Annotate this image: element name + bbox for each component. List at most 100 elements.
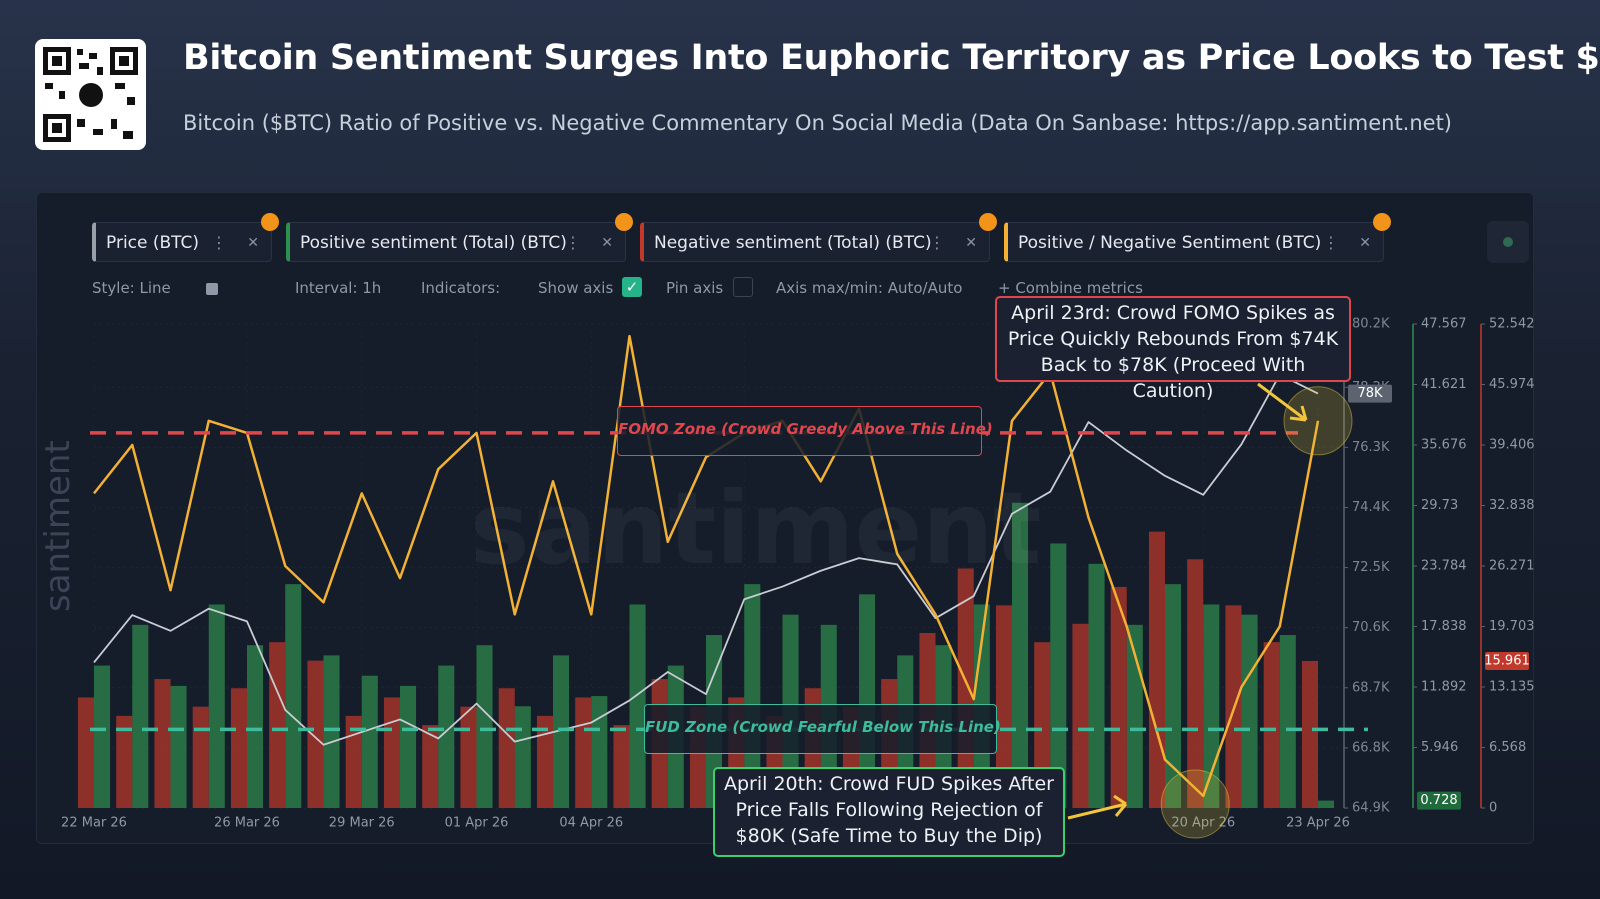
bar: [553, 655, 570, 808]
bar: [422, 725, 439, 808]
metric-tab[interactable]: Negative sentiment (Total) (BTC) ⋮ ✕: [640, 213, 997, 262]
y-tick-label: 39.406: [1489, 438, 1535, 453]
bar: [995, 605, 1012, 808]
bar: [383, 697, 400, 808]
bar: [1301, 660, 1318, 808]
bar: [575, 697, 592, 808]
title: Bitcoin Sentiment Surges Into Euphoric T…: [183, 38, 1600, 78]
bar: [1263, 642, 1280, 808]
bar: [208, 604, 225, 808]
coin-icon: [979, 213, 997, 231]
value-badge: [1485, 651, 1529, 670]
value-badge-label: 0.728: [1420, 793, 1457, 808]
y-tick-label: 35.676: [1421, 437, 1467, 452]
coin-icon: [615, 213, 633, 231]
checkbox[interactable]: ✓: [622, 277, 642, 297]
toolbar-item[interactable]: Show axis: [538, 279, 614, 297]
toolbar-item[interactable]: + Combine metrics: [998, 279, 1143, 297]
toolbar-item[interactable]: Style: Line: [92, 279, 171, 297]
y-tick-label: 5.946: [1421, 740, 1458, 755]
bar: [192, 706, 209, 808]
y-tick-label: 29.73: [1421, 498, 1458, 513]
bar: [1012, 502, 1029, 808]
fomo-zone-label: FOMO Zone (Crowd Greedy Above This Line): [617, 406, 993, 456]
annotation: April 23rd: Crowd FOMO Spikes as Price Q…: [995, 296, 1351, 402]
y-tick-label: 64.9K: [1352, 801, 1390, 816]
bar: [154, 679, 171, 808]
y-tick-label: 74.4K: [1352, 500, 1390, 515]
y-tick-label: 11.892: [1421, 679, 1467, 694]
bar: [1203, 604, 1220, 808]
bar: [498, 688, 515, 808]
bar: [269, 642, 286, 808]
subtitle: Bitcoin ($BTC) Ratio of Positive vs. Neg…: [183, 111, 1453, 135]
coin-icon: [261, 213, 279, 231]
bar: [170, 685, 187, 808]
bar: [514, 706, 531, 808]
y-tick-label: 66.8K: [1352, 740, 1390, 755]
bar: [77, 697, 94, 808]
bar: [613, 725, 630, 808]
bar: [1034, 642, 1051, 808]
bar: [116, 715, 133, 808]
x-tick-label: 04 Apr 26: [559, 816, 623, 831]
y-tick-label: 0: [1489, 801, 1497, 816]
bar: [476, 645, 493, 808]
value-badge: [1348, 384, 1392, 403]
bar: [361, 675, 378, 808]
toolbar-item[interactable]: Indicators:: [421, 279, 501, 297]
bar: [536, 715, 553, 808]
highlight-circle: [1160, 769, 1230, 839]
bar: [285, 584, 302, 808]
x-tick-label: 23 Apr 26: [1286, 816, 1350, 831]
watermark: santiment: [38, 440, 78, 612]
toolbar-item[interactable]: Pin axis: [666, 279, 724, 297]
tab-label: Positive sentiment (Total) (BTC): [300, 233, 567, 253]
y-tick-label: 19.703: [1489, 619, 1535, 634]
bar: [1279, 635, 1296, 808]
bar: [323, 655, 340, 808]
line: [93, 373, 1319, 746]
y-tick-label: 72.5K: [1352, 560, 1390, 575]
arrow: [1067, 794, 1128, 820]
fud-zone-label: FUD Zone (Crowd Fearful Below This Line): [644, 704, 1001, 754]
bar: [1110, 586, 1127, 808]
y-tick-label: 68.7K: [1352, 680, 1390, 695]
y-tick-label: 32.838: [1489, 498, 1535, 513]
highlight-circle: [1283, 386, 1353, 456]
toolbar-item[interactable]: Interval: 1h: [295, 279, 382, 297]
toolbar-item[interactable]: Axis max/min: Auto/Auto: [776, 279, 963, 297]
y-tick-label: 23.784: [1421, 558, 1467, 573]
checkbox[interactable]: [733, 277, 753, 297]
coin-icon: [1373, 213, 1391, 231]
bar: [307, 660, 324, 808]
y-tick-label: 45.974: [1489, 377, 1535, 392]
bar: [460, 706, 477, 808]
y-tick-label: 13.135: [1489, 680, 1535, 695]
y-tick-label: 26.271: [1489, 559, 1535, 574]
line: [93, 334, 1320, 798]
bar: [1072, 623, 1089, 808]
y-tick-label: 41.621: [1421, 377, 1467, 392]
x-tick-label: 29 Mar 26: [329, 816, 395, 831]
y-tick-label: 76.3K: [1352, 440, 1390, 455]
bar: [1088, 563, 1105, 808]
metric-tab[interactable]: Positive sentiment (Total) (BTC) ⋮ ✕: [286, 213, 633, 262]
x-tick-label: 22 Mar 26: [61, 816, 127, 831]
metric-tab[interactable]: Price (BTC) ⋮ ✕: [92, 213, 279, 262]
bar: [629, 604, 646, 808]
bar: [1165, 584, 1182, 808]
bar: [345, 715, 362, 808]
color-swatch[interactable]: [206, 283, 218, 295]
qr-code: [35, 39, 146, 150]
annotation: April 20th: Crowd FUD Spikes After Price…: [713, 767, 1065, 857]
y-tick-label: 52.542: [1489, 317, 1535, 332]
bar: [132, 624, 149, 808]
metric-tab[interactable]: Positive / Negative Sentiment (BTC) ⋮ ✕: [1004, 213, 1391, 262]
y-tick-label: 17.838: [1421, 619, 1467, 634]
bar: [400, 685, 417, 808]
y-tick-label: 80.2K: [1352, 317, 1390, 332]
bar: [859, 594, 876, 808]
settings-button[interactable]: [1487, 221, 1529, 263]
